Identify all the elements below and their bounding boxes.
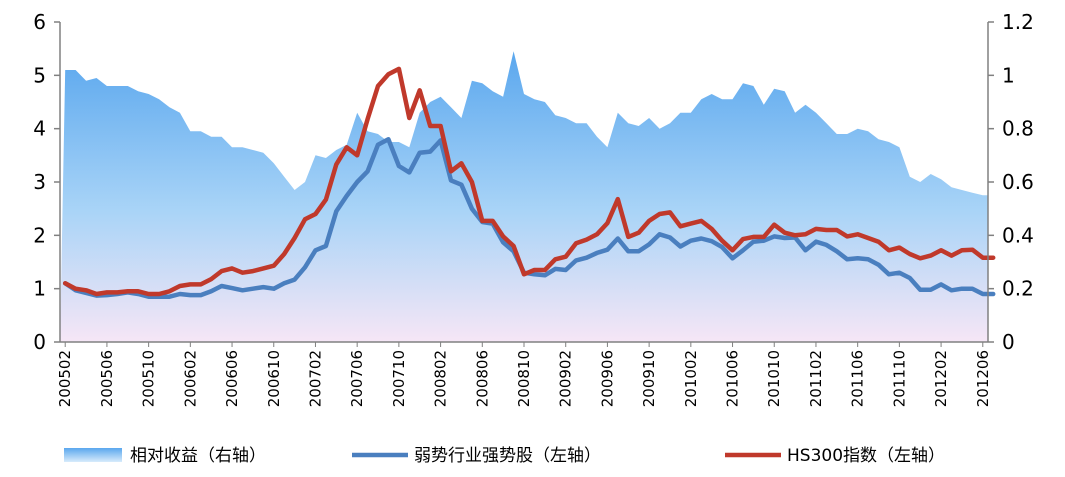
x-tick-label: 201206 (974, 350, 992, 407)
x-tick-label: 201106 (849, 350, 867, 407)
right-tick-label: 0.8 (1002, 117, 1034, 141)
series-area-relative-return (60, 51, 988, 343)
x-tick-label: 200606 (223, 350, 241, 407)
left-tick-label: 5 (33, 63, 46, 87)
x-tick-label: 200506 (98, 350, 116, 407)
left-tick-label: 1 (33, 277, 46, 301)
x-tick-label: 201202 (932, 350, 950, 407)
left-tick-label: 2 (33, 223, 46, 247)
right-tick-label: 0.2 (1002, 277, 1034, 301)
left-tick-label: 0 (33, 330, 46, 354)
x-tick-label: 200702 (307, 350, 325, 407)
x-tick-label: 201010 (765, 350, 783, 407)
plot-area (60, 51, 996, 343)
x-tick-label: 201006 (724, 350, 742, 407)
x-tick-label: 200806 (473, 350, 491, 407)
right-tick-label: 0 (1002, 330, 1015, 354)
series-line-2 (62, 66, 996, 297)
x-tick-label: 200802 (432, 350, 450, 407)
x-tick-label: 200502 (56, 350, 74, 407)
x-tick-label: 200902 (557, 350, 575, 407)
legend-label: 弱势行业强势股（左轴） (414, 446, 601, 466)
right-tick-label: 1 (1002, 63, 1015, 87)
x-tick-label: 200610 (265, 350, 283, 407)
left-tick-label: 4 (33, 117, 46, 141)
legend-label: 相对收益（右轴） (130, 446, 266, 466)
right-tick-label: 1.2 (1002, 10, 1034, 34)
left-tick-label: 3 (33, 170, 46, 194)
legend: 相对收益（右轴） 弱势行业强势股（左轴） HS300指数（左轴） (64, 446, 945, 466)
x-tick-label: 200510 (140, 350, 158, 407)
right-tick-label: 0.4 (1002, 223, 1034, 247)
x-tick-label: 200906 (598, 350, 616, 407)
x-tick-label: 201002 (682, 350, 700, 407)
axes: 0 1 2 3 4 5 6 0 0.2 0.4 0.6 0.8 1 1.2 200502 200506 2005… (33, 10, 1034, 407)
x-tick-label: 201110 (890, 350, 908, 407)
right-tick-label: 0.6 (1002, 170, 1034, 194)
x-tick-label: 200710 (390, 350, 408, 407)
x-tick-label: 200706 (348, 350, 366, 407)
x-tick-label: 200810 (515, 350, 533, 407)
legend-swatch-area (64, 448, 122, 462)
legend-label: HS300指数（左轴） (787, 446, 945, 466)
x-tick-label: 200910 (640, 350, 658, 407)
left-tick-label: 6 (33, 10, 46, 34)
x-tick-label: 200602 (181, 350, 199, 407)
x-tick-label: 201102 (807, 350, 825, 407)
